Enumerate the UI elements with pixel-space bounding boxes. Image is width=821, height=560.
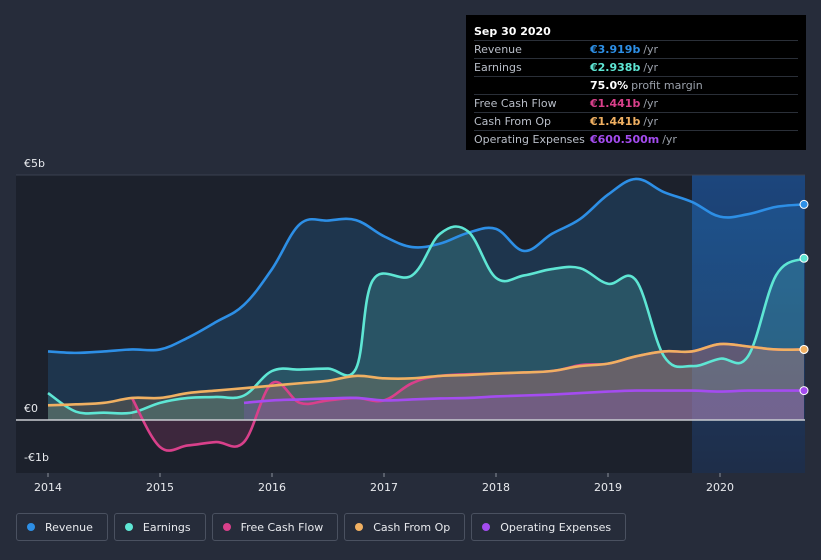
- x-tick-label: 2020: [706, 481, 734, 494]
- area-revenue: [48, 178, 804, 420]
- legend-item-operating-expenses[interactable]: Operating Expenses: [471, 513, 627, 541]
- legend-label: Cash From Op: [373, 520, 451, 534]
- x-tick-label: 2016: [258, 481, 286, 494]
- line-revenue: [47, 177, 805, 355]
- legend-label: Free Cash Flow: [240, 520, 324, 534]
- x-tick-label: 2015: [146, 481, 174, 494]
- legend-dot-icon: [222, 523, 231, 531]
- tooltip-date: Sep 30 2020: [474, 25, 551, 38]
- line-cash-from-op: [47, 342, 805, 407]
- legend-item-cash-from-op[interactable]: Cash From Op: [344, 513, 466, 541]
- tooltip-row: Cash From Op €1.441b/yr: [474, 112, 798, 130]
- legend-item-free-cash-flow[interactable]: Free Cash Flow: [211, 513, 339, 541]
- tooltip-row-value: €1.441b: [590, 97, 641, 110]
- legend-label: Earnings: [142, 520, 191, 534]
- tooltip-row-unit: /yr: [643, 43, 659, 56]
- y-tick-label: €5b: [24, 157, 45, 170]
- tooltip-row: Free Cash Flow €1.441b/yr: [474, 94, 798, 112]
- y-tick-label: -€1b: [24, 451, 49, 464]
- y-tick-label: €0: [24, 402, 38, 415]
- tooltip-row-label: Earnings: [474, 61, 522, 74]
- tooltip-row-unit: /yr: [643, 97, 659, 110]
- tooltip-row-value: €1.441b: [590, 115, 641, 128]
- legend: Revenue Earnings Free Cash Flow Cash From O…: [16, 513, 627, 543]
- tooltip-row-label: Operating Expenses: [474, 133, 585, 146]
- plot-background: [16, 174, 805, 473]
- tooltip-panel: Sep 30 2020 Revenue €3.919b/yr Earnings €2.…: [466, 15, 806, 150]
- tooltip-row-unit: /yr: [643, 61, 659, 74]
- endpoint-revenue: [799, 199, 809, 209]
- tooltip-row-label: Cash From Op: [474, 115, 552, 128]
- legend-dot-icon: [27, 523, 35, 531]
- area-operating-expenses: [244, 390, 804, 420]
- series-lines: [47, 177, 805, 452]
- legend-label: Operating Expenses: [500, 520, 612, 534]
- forecast-region: [692, 175, 805, 473]
- tooltip-rows: Revenue €3.919b/yr Earnings €2.938b/yr 75.0%…: [474, 40, 798, 148]
- tooltip-row: Operating Expenses €600.500m/yr: [474, 130, 798, 148]
- tooltip-row-label: Free Cash Flow: [474, 97, 557, 110]
- tooltip-row-unit: /yr: [643, 115, 659, 128]
- legend-item-revenue[interactable]: Revenue: [16, 513, 108, 541]
- tooltip-row-value: €600.500m: [590, 133, 660, 146]
- legend-label: Revenue: [45, 520, 93, 534]
- x-tick-label: 2019: [594, 481, 622, 494]
- line-operating-expenses: [243, 389, 804, 405]
- tooltip-row-value: 75.0%: [590, 79, 629, 92]
- tooltip-row-label: [474, 77, 590, 94]
- axes: €5b €0 -€1b 2014 2015 2016 2017 2018 2019 2020: [16, 157, 805, 494]
- plot-area: [16, 175, 805, 473]
- tooltip-row-label: Revenue: [474, 43, 522, 56]
- tooltip-row: Earnings €2.938b/yr: [474, 58, 798, 76]
- tooltip-row: Revenue €3.919b/yr: [474, 40, 798, 58]
- chart-svg: €5b €0 -€1b 2014 2015 2016 2017 2018 2019 2020: [16, 157, 809, 494]
- legend-dot-icon: [124, 523, 133, 531]
- tooltip-row-value: €2.938b: [590, 61, 641, 74]
- x-tick-label: 2014: [34, 481, 62, 494]
- line-earnings: [47, 225, 805, 415]
- x-tick-label: 2018: [482, 481, 510, 494]
- legend-dot-icon: [482, 523, 491, 531]
- endpoint-earnings: [799, 253, 809, 263]
- series-endpoints: [799, 199, 809, 396]
- x-tick-label: 2017: [370, 481, 398, 494]
- endpoint-operating-expenses: [799, 386, 809, 396]
- area-earnings: [48, 226, 804, 420]
- endpoint-cash-from-op: [799, 344, 809, 354]
- tooltip-row-value: €3.919b: [590, 43, 641, 56]
- tooltip-row-unit: /yr: [662, 133, 677, 146]
- legend-dot-icon: [355, 523, 364, 531]
- tooltip-row: 75.0% profit margin: [474, 76, 798, 94]
- tooltip-row-unit: profit margin: [631, 79, 703, 92]
- legend-item-earnings[interactable]: Earnings: [113, 513, 206, 541]
